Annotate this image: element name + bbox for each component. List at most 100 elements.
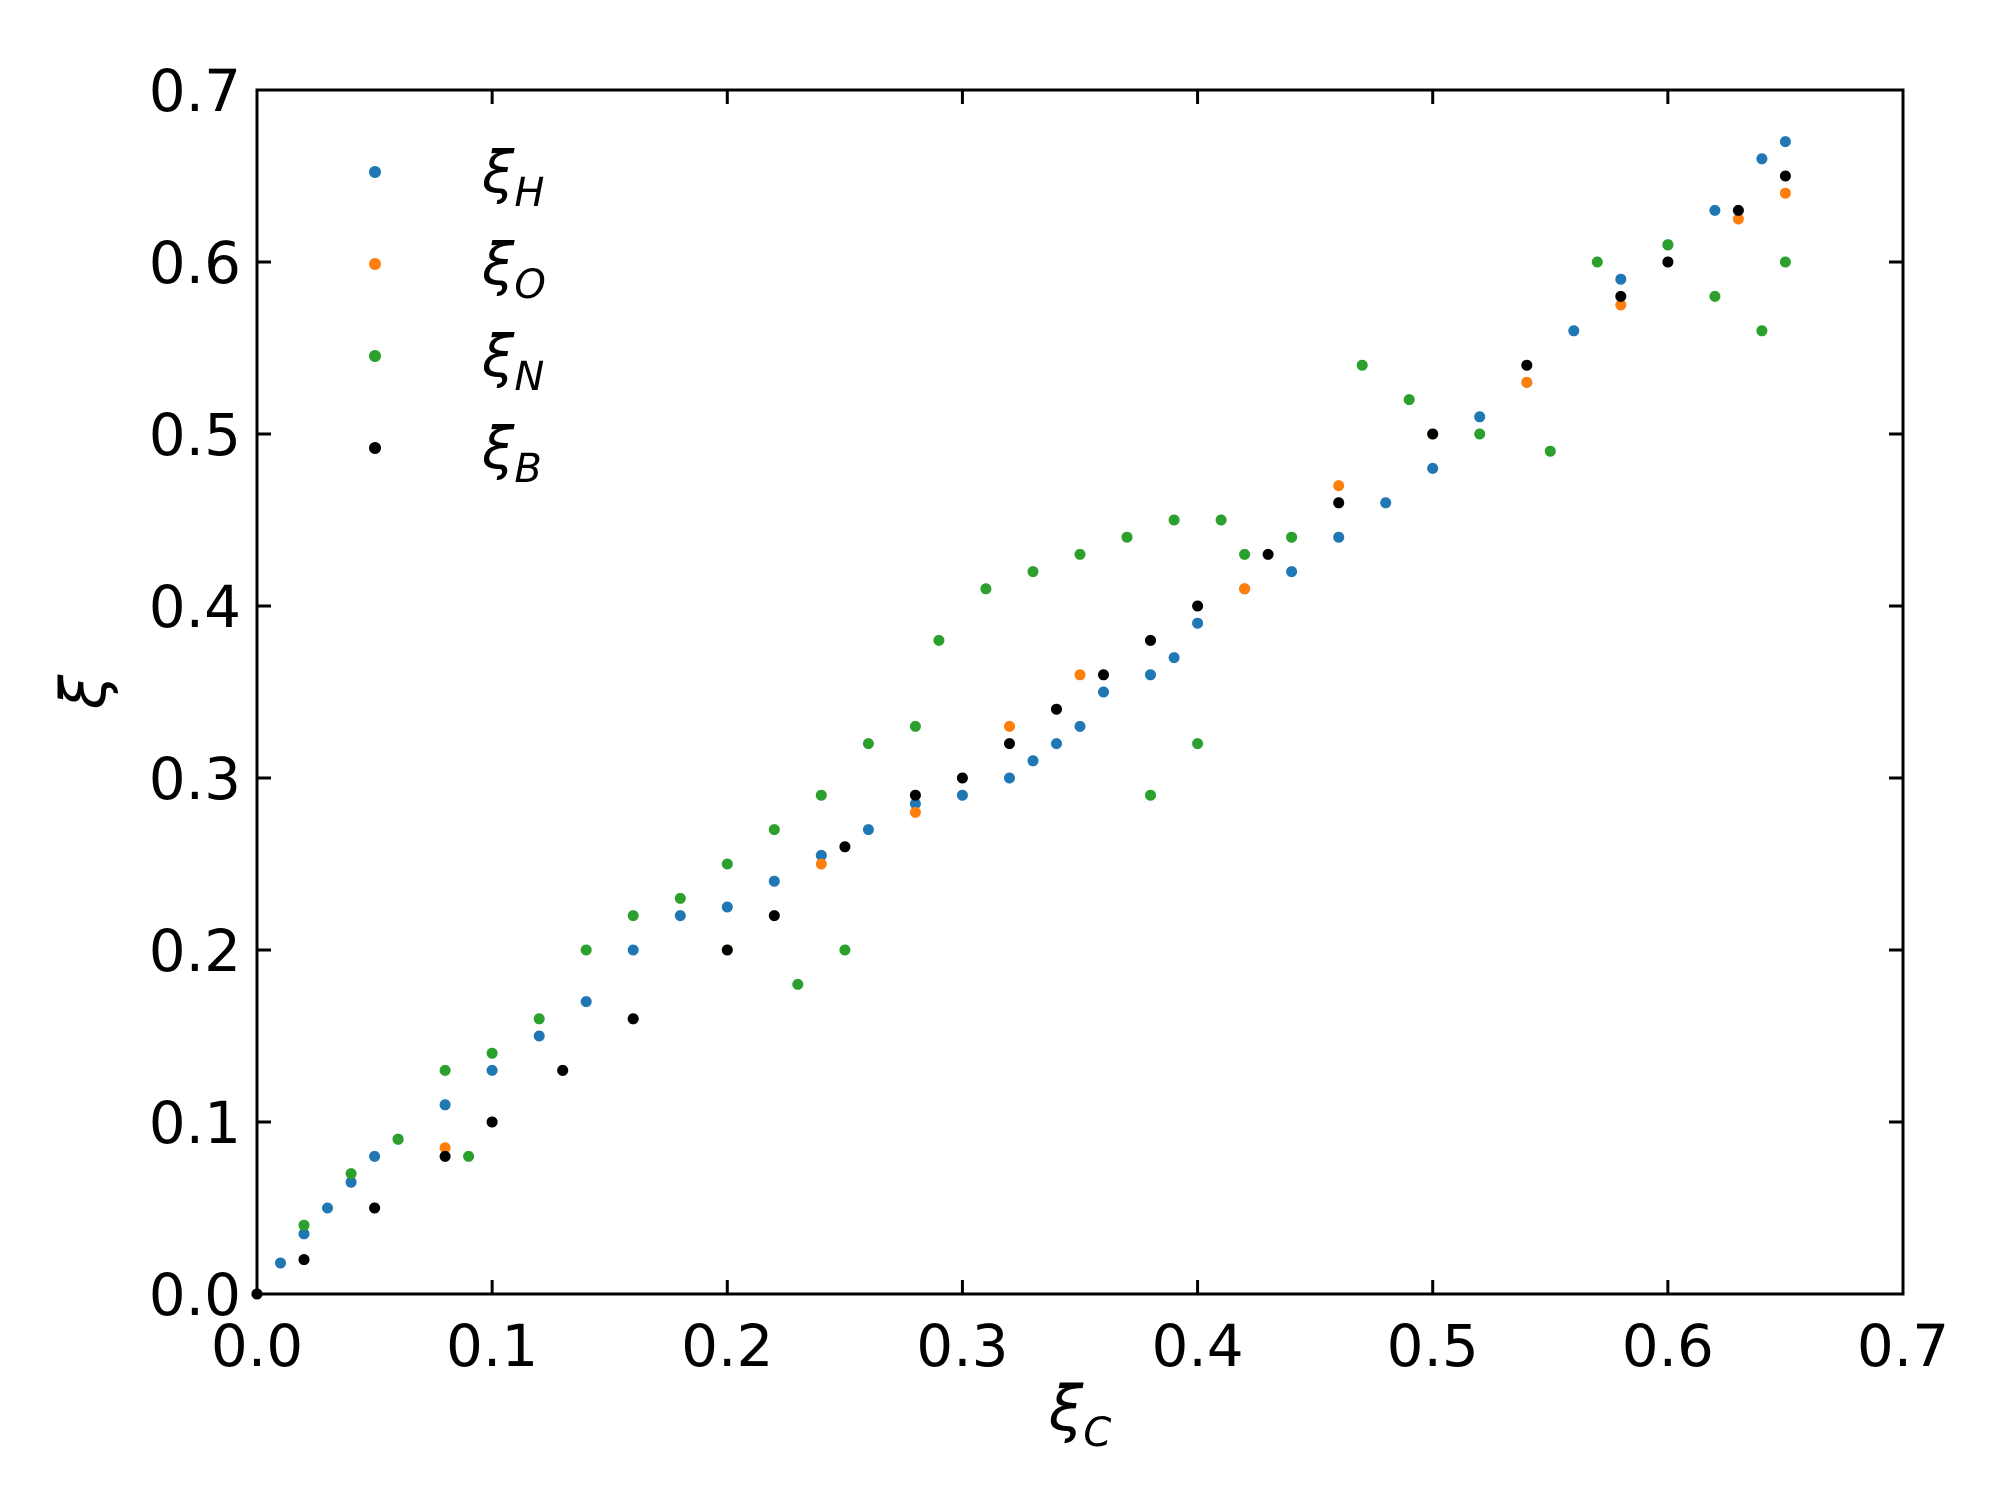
data-point [1662, 239, 1674, 251]
data-point [1192, 617, 1204, 629]
x-tick-label: 0.1 [446, 1312, 538, 1380]
x-tick-label: 0.2 [681, 1312, 773, 1380]
data-point [298, 1228, 310, 1240]
data-point [1521, 376, 1533, 388]
data-point [1074, 720, 1086, 732]
data-point [1356, 359, 1368, 371]
data-point [1756, 153, 1768, 165]
data-point [1145, 669, 1156, 681]
y-tick-label: 0.3 [149, 745, 241, 813]
data-point [1027, 566, 1039, 578]
data-point [486, 1116, 498, 1128]
axis-ticks: 0.0 0.1 0.2 0.3 0.4 0.5 0.6 0.7 0.0 0.1 0.2 0.3 0.4 0… [149, 57, 1949, 1380]
data-point [533, 1013, 545, 1025]
y-tick-label: 0.2 [149, 917, 241, 985]
data-point [1145, 789, 1156, 801]
x-tick-label: 0.7 [1857, 1312, 1949, 1380]
data-point [1521, 359, 1533, 371]
data-point [580, 996, 592, 1008]
legend-label-sub: O [514, 262, 545, 308]
data-point [533, 1030, 545, 1042]
x-axis-label-main: ξ [1048, 1372, 1084, 1445]
data-point [1615, 273, 1627, 285]
data-point [1662, 256, 1674, 268]
legend-label: ξN [481, 322, 544, 400]
data-point [1779, 170, 1791, 182]
data-point [1192, 600, 1204, 612]
legend-label-main: ξ [481, 230, 515, 298]
y-tick-label: 0.6 [149, 229, 241, 297]
data-point [1333, 497, 1345, 509]
data-point [862, 824, 874, 836]
data-point [956, 789, 968, 801]
data-point [1098, 686, 1109, 698]
y-tick-label: 0.0 [149, 1261, 241, 1329]
data-point [439, 1064, 451, 1076]
data-point [369, 1202, 381, 1214]
data-point [298, 1219, 310, 1231]
data-point [369, 1150, 381, 1162]
data-point [1709, 290, 1721, 302]
data-point [1262, 548, 1274, 560]
data-point [557, 1064, 569, 1076]
data-point [1215, 514, 1227, 526]
data-point [862, 738, 874, 750]
data-point [721, 944, 733, 956]
data-point [1286, 531, 1298, 543]
legend-label-sub: B [514, 446, 541, 492]
y-tick-label: 0.7 [149, 57, 241, 125]
data-point [768, 875, 780, 887]
data-point [439, 1150, 451, 1162]
data-point [909, 806, 921, 818]
legend-label: ξB [481, 414, 542, 492]
plot-frame [255, 88, 1905, 1296]
data-point [980, 583, 992, 595]
data-point [1239, 583, 1251, 595]
legend-marker [369, 350, 381, 362]
data-point [1051, 738, 1062, 750]
data-point [627, 944, 639, 956]
data-point [1168, 514, 1180, 526]
data-point [298, 1254, 310, 1266]
legend-marker [369, 166, 381, 178]
data-point [1403, 394, 1415, 406]
data-point [486, 1064, 498, 1076]
data-point [627, 1013, 639, 1025]
data-point [721, 858, 733, 870]
data-point [933, 634, 945, 646]
data-point [345, 1176, 357, 1188]
data-point [909, 720, 921, 732]
data-point [1709, 204, 1721, 216]
legend-label-sub: H [514, 170, 544, 216]
data-point [1004, 772, 1015, 784]
data-point [768, 824, 780, 836]
data-point [439, 1142, 451, 1154]
data-point [1779, 256, 1791, 268]
x-tick-label: 0.6 [1622, 1312, 1714, 1380]
data-point [463, 1150, 475, 1162]
data-point [1145, 634, 1156, 646]
data-point [392, 1133, 404, 1145]
data-point [1004, 738, 1015, 750]
data-point [486, 1047, 498, 1059]
x-tick-label: 0.4 [1151, 1312, 1243, 1380]
data-point [1756, 325, 1768, 337]
legend-marker [369, 258, 381, 270]
x-axis-label-sub: C [1083, 1410, 1111, 1456]
series-b [251, 170, 1791, 1300]
data-point [1027, 755, 1039, 767]
data-point [1074, 548, 1086, 560]
data-point [815, 789, 827, 801]
data-point [1121, 531, 1133, 543]
x-tick-label: 0.0 [211, 1312, 303, 1380]
data-point [815, 849, 827, 861]
data-point [1568, 325, 1580, 337]
data-point [909, 789, 921, 801]
data-point [1427, 462, 1439, 474]
data-point [768, 910, 780, 922]
legend-label-sub: N [514, 354, 544, 400]
data-point [345, 1168, 357, 1180]
data-point [815, 858, 827, 870]
